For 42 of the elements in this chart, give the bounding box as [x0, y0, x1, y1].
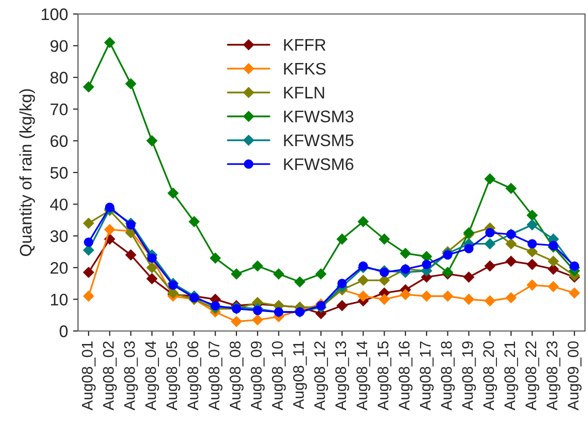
y-tick-label: 30 — [50, 230, 68, 242]
x-tick-label: Aug08_06 — [187, 341, 202, 410]
x-tick-label: Aug08_22 — [525, 341, 540, 410]
legend-label: KFKS — [284, 62, 326, 75]
x-tick-label: Aug08_20 — [483, 341, 498, 410]
y-axis-title: Quantity of rain (kg/kg) — [19, 89, 35, 256]
legend-label: KFFR — [284, 39, 326, 51]
x-tick-label: Aug08_23 — [546, 341, 560, 410]
x-tick-label: Aug08_17 — [420, 341, 434, 410]
legend-label: KFWSM3 — [284, 110, 354, 122]
x-tick-label: Aug08_18 — [440, 341, 455, 410]
x-tick-label: Aug08_16 — [398, 341, 413, 410]
x-tick-label: Aug08_09 — [250, 341, 265, 410]
x-tick-label: Aug08_21 — [504, 341, 518, 410]
x-tick-label: Aug08_10 — [272, 341, 286, 410]
x-tick-label: Aug08_19 — [462, 341, 476, 410]
y-tick-label: 70 — [50, 104, 68, 116]
legend-label: KFLN — [284, 86, 324, 98]
y-tick-label: 50 — [50, 166, 68, 179]
y-tick-label: 100 — [42, 8, 68, 20]
x-tick-label: Aug08_12 — [314, 341, 328, 410]
x-tick-label: Aug08_07 — [208, 341, 222, 410]
y-tick-label: 20 — [50, 262, 68, 274]
x-tick-label: Aug08_05 — [166, 341, 180, 410]
legend-label: KFWSM5 — [284, 134, 354, 146]
y-tick-label: 0 — [60, 325, 68, 338]
x-tick-label: Aug08_03 — [124, 341, 138, 410]
y-tick-label: 90 — [50, 40, 68, 52]
x-tick-label: Aug08_04 — [145, 341, 160, 410]
x-tick-label: Aug09_00 — [568, 341, 582, 410]
x-tick-label: Aug08_02 — [102, 341, 117, 410]
y-tick-label: 80 — [50, 72, 68, 84]
x-tick-label: Aug08_13 — [335, 341, 350, 410]
x-tick-label: Aug08_11 — [293, 341, 307, 410]
legend-label: KFWSM6 — [284, 158, 354, 170]
y-tick-label: 40 — [50, 198, 68, 210]
y-tick-label: 60 — [50, 135, 68, 148]
y-tick-label: 10 — [51, 294, 68, 306]
x-tick-label: Aug08_01 — [82, 341, 96, 410]
x-tick-label: Aug08_14 — [356, 341, 370, 410]
x-tick-label: Aug08_08 — [230, 341, 244, 410]
x-tick-label: Aug08_15 — [378, 341, 392, 410]
